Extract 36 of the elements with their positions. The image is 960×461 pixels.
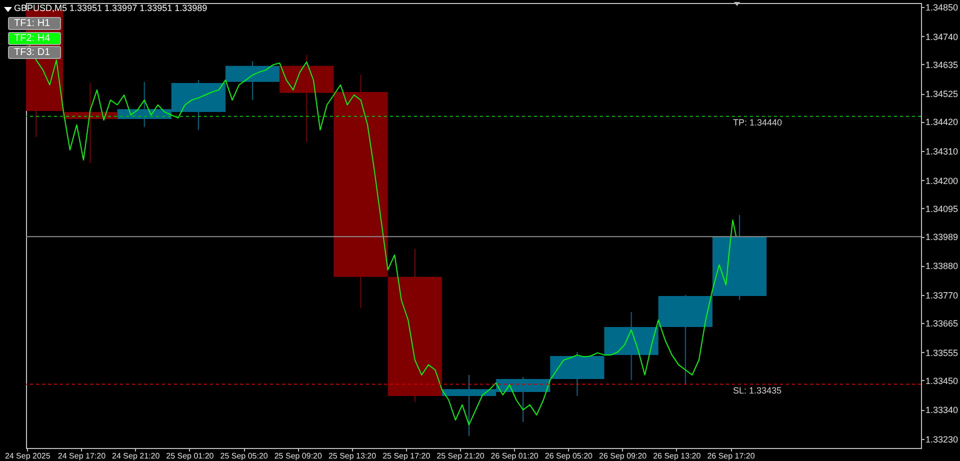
annotation: TF3: D1	[8, 46, 61, 59]
y-tick-label: 1.33555	[926, 348, 958, 358]
y-tick-label: 1.34525	[926, 89, 958, 100]
y-tick-label: 1.33340	[926, 405, 958, 416]
annotation: TF1: H1	[8, 17, 61, 30]
y-tick-label: 1.34850	[926, 2, 958, 12]
x-tick-label: 25 Sep 17:20	[382, 452, 431, 460]
chart-title: GBPUSD,M5 1.33951 1.33997 1.33951 1.33989	[14, 3, 208, 13]
x-tick-label: 26 Sep 05:20	[544, 452, 594, 460]
ref-line-label: SL: 1.33435	[733, 385, 782, 396]
x-tick-label: 25 Sep 01:20	[166, 452, 214, 460]
y-tick-label: 1.34095	[926, 204, 958, 214]
x-tick-label: 25 Sep 05:20	[220, 452, 268, 460]
x-tick-label: 25 Sep 21:20	[436, 452, 485, 460]
ref-line-label: TP: 1.34440	[733, 117, 782, 128]
y-tick-label: 1.33880	[926, 261, 958, 272]
y-tick-label: 1.33665	[926, 318, 958, 328]
x-tick-label: 24 Sep 2025	[4, 452, 51, 460]
y-tick-label: 1.34740	[926, 32, 958, 42]
y-tick-label: 1.33989	[926, 232, 958, 242]
y-tick-label: 1.34310	[926, 146, 958, 156]
x-tick-label: 25 Sep 13:20	[328, 452, 377, 460]
x-tick-label: 24 Sep 21:20	[112, 452, 160, 460]
x-tick-label: 25 Sep 09:20	[274, 452, 322, 460]
y-tick-label: 1.34200	[926, 176, 958, 186]
y-tick-label: 1.33230	[926, 434, 958, 444]
y-tick-label: 1.34635	[926, 60, 958, 70]
x-tick-label: 26 Sep 09:20	[598, 452, 648, 460]
y-tick-label: 1.34420	[926, 117, 958, 128]
x-tick-label: 26 Sep 17:20	[707, 452, 756, 460]
annotation: TF2: H4	[8, 32, 61, 44]
x-tick-label: 24 Sep 17:20	[58, 452, 106, 460]
x-tick-label: 26 Sep 01:20	[490, 452, 539, 460]
x-tick-label: 26 Sep 13:20	[653, 452, 702, 460]
y-tick-label: 1.33770	[926, 290, 958, 300]
y-tick-label: 1.33450	[926, 376, 958, 386]
